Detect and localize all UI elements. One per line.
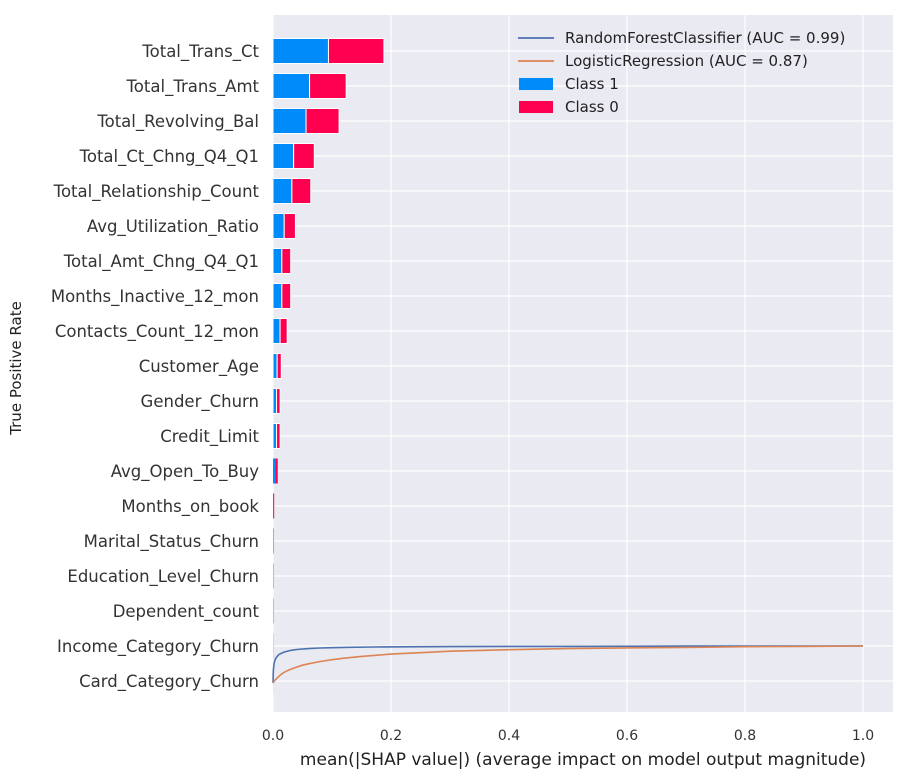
roc-line xyxy=(272,645,863,684)
bar-class-0 xyxy=(327,38,385,64)
roc-line xyxy=(272,645,864,684)
y-tick-label: Months_Inactive_12_mon xyxy=(51,287,259,307)
bar-class-0 xyxy=(281,283,292,309)
plot-background xyxy=(273,15,893,712)
legend: RandomForestClassifier (AUC = 0.99) Logis… xyxy=(518,29,845,116)
y-tick-label: Total_Revolving_Bal xyxy=(96,112,259,132)
bar-class-0 xyxy=(276,353,282,379)
bar-class-0 xyxy=(305,108,340,134)
bar-class-1 xyxy=(272,423,278,449)
bar-class-0 xyxy=(276,388,281,414)
y-tick-label: Education_Level_Churn xyxy=(67,567,259,587)
y-tick-label: Customer_Age xyxy=(139,357,259,377)
bar-class-1 xyxy=(272,353,278,379)
x-tick-labels: 0.0 0.2 0.4 0.6 0.8 1.0 xyxy=(262,728,874,744)
y-tick-label: Avg_Open_To_Buy xyxy=(111,462,260,482)
x-tick-label: 0.4 xyxy=(498,728,520,744)
legend-label: RandomForestClassifier (AUC = 0.99) xyxy=(565,29,845,47)
legend-label: Class 1 xyxy=(565,75,619,93)
bar-class-1 xyxy=(273,493,274,519)
bar-class-1 xyxy=(272,388,278,414)
y-tick-label: Credit_Limit xyxy=(160,427,259,447)
bar-class-1 xyxy=(272,283,283,309)
bar-class-1 xyxy=(272,248,283,274)
x-tick-label: 1.0 xyxy=(852,728,874,744)
bar-class-0 xyxy=(275,458,278,484)
bar-class-0 xyxy=(309,73,347,99)
y-tick-label: Income_Category_Churn xyxy=(57,637,259,657)
bar-class-1 xyxy=(272,318,281,344)
y-tick-label: Months_on_book xyxy=(121,497,259,517)
y-tick-label: Total_Relationship_Count xyxy=(53,182,260,202)
bar-class-1 xyxy=(272,108,307,134)
bar-class-0 xyxy=(279,318,288,344)
y-tick-label: Avg_Utilization_Ratio xyxy=(87,217,259,237)
y-tick-label: Card_Category_Churn xyxy=(79,672,259,692)
legend-label: LogisticRegression (AUC = 0.87) xyxy=(565,52,808,70)
x-tick-label: 0.2 xyxy=(380,728,402,744)
bar-class-0 xyxy=(283,213,296,239)
y-tick-label: Total_Amt_Chng_Q4_Q1 xyxy=(63,252,259,272)
bar-class-0 xyxy=(276,423,281,449)
bar-class-0 xyxy=(281,248,292,274)
y-tick-label: Marital_Status_Churn xyxy=(84,532,259,552)
bar-class-1 xyxy=(273,458,276,484)
bar-class-0 xyxy=(273,493,275,519)
bar-class-1 xyxy=(272,38,329,64)
legend-patch-swatch xyxy=(519,101,553,113)
y-tick-label: Dependent_count xyxy=(113,602,260,622)
bar-class-1 xyxy=(272,178,293,204)
x-axis-label: mean(|SHAP value|) (average impact on mo… xyxy=(300,750,866,770)
y-tick-label: Total_Trans_Ct xyxy=(141,42,259,62)
y-tick-label: Contacts_Count_12_mon xyxy=(55,322,259,342)
roc-curves xyxy=(272,645,864,684)
bar-series xyxy=(272,38,385,694)
y-tick-label: Total_Trans_Amt xyxy=(126,77,260,97)
y-tick-label: Total_Ct_Chng_Q4_Q1 xyxy=(79,147,259,167)
legend-label: Class 0 xyxy=(565,98,619,116)
x-tick-label: 0.6 xyxy=(616,728,638,744)
y-tick-label: Gender_Churn xyxy=(141,392,259,412)
bar-class-1 xyxy=(272,213,285,239)
x-tick-label: 0.8 xyxy=(734,728,756,744)
bar-class-0 xyxy=(291,178,312,204)
y-axis-label: True Positive Rate xyxy=(7,301,25,436)
bar-class-1 xyxy=(272,143,295,169)
bar-class-0 xyxy=(293,143,315,169)
legend-patch-swatch xyxy=(519,78,553,90)
x-tick-label: 0.0 xyxy=(262,728,284,744)
bar-class-1 xyxy=(272,73,311,99)
y-tick-labels: Total_Trans_Ct Total_Trans_Amt Total_Revol… xyxy=(51,42,260,692)
